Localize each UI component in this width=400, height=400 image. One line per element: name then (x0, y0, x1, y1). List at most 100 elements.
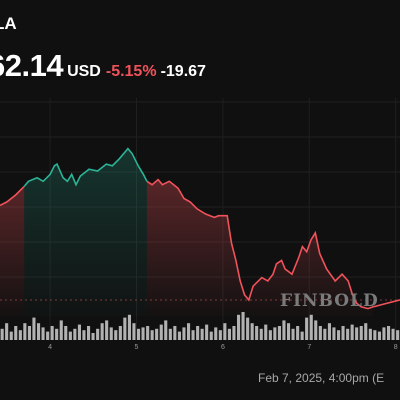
x-axis-ticks: 4 5 6 7 8 (48, 344, 398, 351)
volume-bar (137, 328, 141, 340)
volume-bar (296, 326, 300, 340)
volume-bar (282, 320, 286, 340)
price-area-up (24, 148, 147, 316)
volume-bar (96, 328, 100, 340)
volume-bar (387, 326, 391, 340)
volume-bar (218, 330, 222, 340)
volume-bar (277, 326, 281, 340)
volume-bar (150, 330, 154, 340)
timestamp-label: Feb 7, 2025, 4:00pm (E (258, 371, 385, 385)
volume-bar (77, 324, 81, 340)
volume-bar (368, 328, 372, 340)
volume-bar (164, 320, 168, 340)
volume-bar (168, 328, 172, 340)
volume-bar (200, 328, 204, 340)
volume-bar (68, 331, 72, 340)
volume-bar (73, 328, 77, 340)
volume-bar (291, 328, 295, 340)
volume-bar (214, 327, 218, 340)
volume-bar (391, 328, 395, 340)
volume-bar (309, 314, 313, 340)
price-line-down (373, 299, 400, 308)
change-percent: -5.15% (105, 63, 157, 80)
volume-bar (14, 326, 18, 340)
watermark-logo: FINBOLD (280, 291, 379, 311)
volume-bar (268, 330, 272, 340)
volume-bar (223, 323, 227, 340)
volume-bar (209, 331, 213, 340)
x-tick-label: 7 (307, 344, 311, 351)
volume-bar (177, 331, 181, 340)
volume-bar (359, 326, 363, 340)
volume-bar (337, 330, 341, 340)
price-line-up (23, 147, 148, 187)
volume-bar (250, 323, 254, 340)
price-area-down (146, 179, 374, 316)
volume-bar (109, 327, 113, 340)
volume-bar (255, 326, 259, 340)
volume-bar (191, 330, 195, 340)
volume-bar (141, 327, 145, 340)
volume-bar (105, 320, 109, 340)
volume-bar (27, 326, 31, 340)
volume-bar (9, 331, 13, 340)
x-tick-label: 6 (221, 344, 225, 351)
chart-areas (0, 148, 374, 316)
last-price: 62.14 (0, 48, 64, 83)
volume-bar (237, 314, 241, 340)
volume-bar (187, 323, 191, 340)
volume-bar (196, 326, 200, 340)
price-line-down (146, 178, 374, 310)
volume-bar (232, 326, 236, 340)
volume-bar (241, 312, 245, 340)
volume-bar (155, 328, 159, 340)
volume-bar (82, 330, 86, 340)
volume-bar (341, 326, 345, 340)
volume-bar (32, 317, 36, 340)
volume-bar (350, 324, 354, 340)
volume-bar (18, 330, 22, 340)
volume-bar (382, 327, 386, 340)
volume-bar (227, 328, 231, 340)
volume-bar (100, 323, 104, 340)
volume-bar (127, 314, 131, 340)
volume-bar (64, 326, 68, 340)
volume-bar (146, 326, 150, 340)
volume-bar (373, 330, 377, 340)
price-area-down (0, 186, 25, 316)
volume-bar (37, 323, 41, 340)
volume-bar (287, 323, 291, 340)
volume-bar (355, 327, 359, 340)
price-line-down (0, 185, 25, 207)
volume-bar (50, 326, 54, 340)
volume-bar (259, 328, 263, 340)
volume-bar (327, 323, 331, 340)
volume-bar (23, 323, 27, 340)
x-tick-label: 5 (135, 344, 139, 351)
volume-bar (396, 330, 400, 340)
volume-bar (46, 331, 50, 340)
volume-bar (5, 323, 9, 340)
volume-bars (0, 312, 400, 340)
chart-lines (0, 147, 400, 310)
volume-bar (91, 333, 95, 340)
volume-bar (182, 327, 186, 340)
volume-bar (246, 317, 250, 340)
volume-bar (87, 326, 91, 340)
volume-bar (123, 317, 127, 340)
volume-bar (264, 324, 268, 340)
volume-bar (205, 324, 209, 340)
volume-bar (323, 328, 327, 340)
change-absolute: -19.67 (160, 63, 206, 80)
volume-bar (314, 320, 318, 340)
x-tick-label: 8 (394, 344, 398, 351)
volume-bar (332, 327, 336, 340)
volume-bar (364, 323, 368, 340)
x-tick-label: 4 (48, 344, 52, 351)
volume-bar (159, 324, 163, 340)
volume-bar (41, 327, 45, 340)
volume-bar (59, 320, 63, 340)
